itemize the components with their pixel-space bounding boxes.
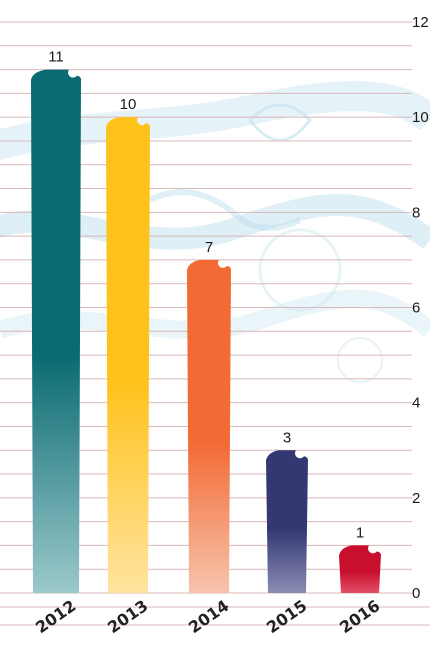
data-label-2012: 11	[48, 49, 64, 66]
bar-2016	[339, 545, 381, 593]
bars	[31, 69, 381, 594]
bar-2012	[31, 69, 81, 594]
y-tick-label: 8	[412, 204, 420, 221]
x-tick-label-2015: 2015	[263, 596, 310, 637]
y-tick-label: 12	[412, 14, 429, 31]
bar-2015	[266, 450, 308, 593]
y-tick-label: 0	[412, 585, 420, 602]
y-axis-ticks: 0 2 4 6 8 10 12	[412, 14, 429, 602]
data-label-2013: 10	[120, 96, 137, 113]
x-tick-label-2012: 2012	[32, 596, 79, 637]
data-label-2015: 3	[283, 429, 291, 446]
x-tick-label-2014: 2014	[185, 596, 232, 637]
y-tick-label: 10	[412, 109, 429, 126]
x-tick-label-2016: 2016	[336, 596, 383, 637]
y-tick-label: 4	[412, 395, 420, 412]
y-tick-label: 2	[412, 490, 420, 507]
bar-2013	[106, 117, 150, 594]
data-label-2016: 1	[356, 524, 364, 541]
x-tick-label-2013: 2013	[104, 596, 151, 637]
y-tick-label: 6	[412, 300, 420, 317]
x-axis-ticks: 2012 2013 2014 2015 2016	[32, 596, 383, 637]
bar-2014	[187, 259, 231, 593]
data-labels: 11 10 7 3 1	[48, 49, 364, 542]
data-label-2014: 7	[205, 239, 213, 256]
